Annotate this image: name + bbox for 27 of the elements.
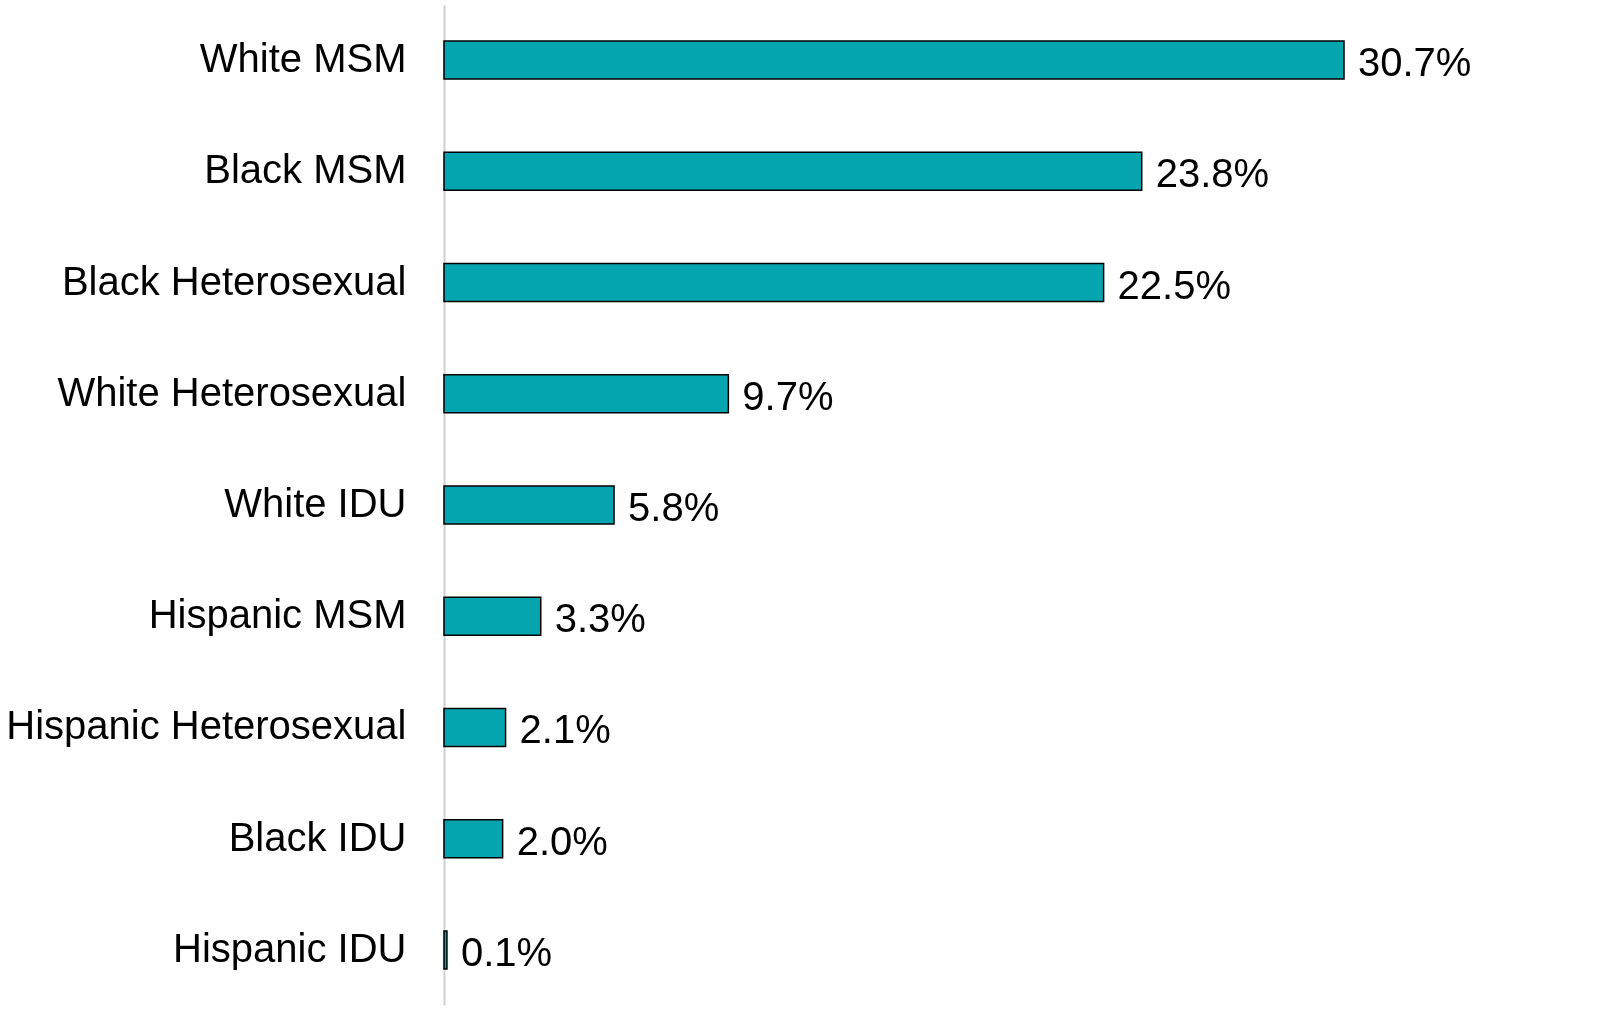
bar — [443, 262, 1105, 303]
data-label: 0.1% — [460, 929, 553, 974]
y-tick-label: White Heterosexual — [57, 369, 407, 414]
data-label: 2.1% — [519, 707, 611, 752]
bar — [443, 40, 1345, 80]
y-tick-label: White IDU — [224, 481, 407, 525]
data-label: 22.5% — [1117, 262, 1232, 307]
bar — [443, 818, 504, 859]
y-tick-label: Black Heterosexual — [61, 258, 407, 303]
bar — [443, 151, 1143, 192]
data-label: 9.7% — [742, 373, 834, 418]
y-tick-label: Hispanic IDU — [173, 925, 407, 970]
bar — [443, 374, 730, 414]
data-label: 3.3% — [554, 596, 646, 641]
data-label: 30.7% — [1358, 40, 1472, 85]
y-tick-label: Hispanic Heterosexual — [6, 703, 407, 748]
data-label: 2.0% — [516, 818, 608, 863]
bar — [443, 485, 615, 525]
bar — [443, 930, 448, 970]
y-tick-label: Black MSM — [204, 147, 407, 192]
data-label: 5.8% — [628, 485, 720, 529]
data-label: 23.8% — [1155, 151, 1270, 196]
y-tick-label: White MSM — [199, 36, 407, 81]
bar — [443, 707, 507, 748]
y-tick-label: Black IDU — [228, 814, 407, 859]
bar — [443, 596, 542, 636]
y-tick-label: Hispanic MSM — [148, 592, 407, 637]
